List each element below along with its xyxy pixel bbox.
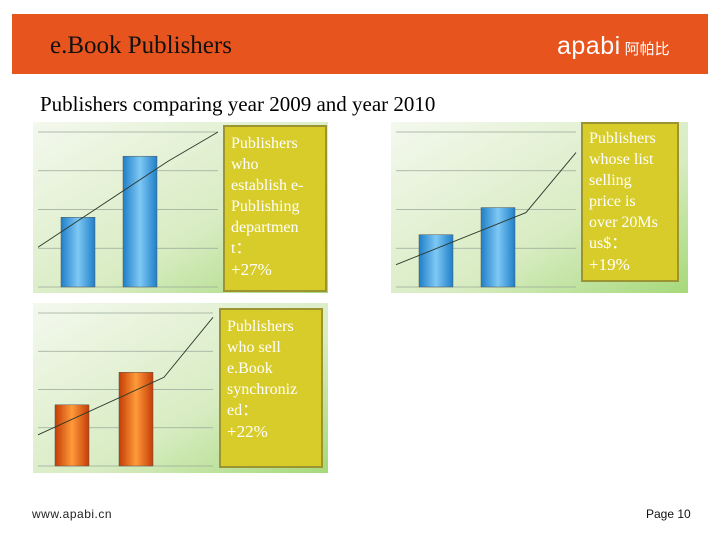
trend-line xyxy=(395,152,577,266)
annotation-callout: Publishers whose list selling price is o… xyxy=(581,122,679,282)
footer-url: www.apabi.cn xyxy=(32,507,113,521)
annotation-value: +27% xyxy=(231,260,272,279)
annotation-line: selling xyxy=(589,172,632,189)
header-bar: e.Book Publishers apabi 阿帕比 xyxy=(12,14,708,74)
bar-2009 xyxy=(54,404,90,467)
annotation-value: +19% xyxy=(589,255,630,274)
annotation-value: +22% xyxy=(227,422,268,441)
trend-line xyxy=(37,317,214,436)
logo-text: apabi xyxy=(557,32,621,60)
annotation-line: Publishers xyxy=(589,130,656,147)
bar-2010 xyxy=(118,372,154,467)
annotation-callout: Publishers who sell e.Book synchroniz ed… xyxy=(219,308,323,468)
annotation-line: us$： xyxy=(589,235,628,252)
annotation-line: Publishers xyxy=(227,318,294,335)
slide-subtitle: Publishers comparing year 2009 and year … xyxy=(40,92,436,116)
annotation-line: Publishing xyxy=(231,198,300,215)
apabi-logo: apabi 阿帕比 xyxy=(557,32,670,61)
annotation-line: who sell xyxy=(227,339,281,356)
page-label: Page xyxy=(646,507,675,521)
bar-2009 xyxy=(60,217,96,288)
annotation-line: whose list xyxy=(589,151,654,168)
page-number-value: 10 xyxy=(677,507,691,521)
chart-panel-establish-epublishing: Publishers who establish e- Publishing d… xyxy=(33,122,328,293)
annotation-line: e.Book xyxy=(227,360,273,377)
annotation-line: over 20Ms xyxy=(589,214,658,231)
chart-panel-list-price: Publishers whose list selling price is o… xyxy=(391,122,688,293)
annotation-line: establish e- xyxy=(231,177,304,194)
annotation-line: synchroniz xyxy=(227,381,298,398)
bar-2010 xyxy=(480,207,516,288)
logo-chinese-text: 阿帕比 xyxy=(624,40,670,58)
annotation-line: price is xyxy=(589,193,636,210)
annotation-line: Publishers xyxy=(231,135,298,152)
bar-2009 xyxy=(418,234,454,288)
chart-panel-synchronized: Publishers who sell e.Book synchroniz ed… xyxy=(33,303,328,473)
annotation-line: ed： xyxy=(227,402,259,419)
annotation-line: t： xyxy=(231,240,252,257)
annotation-line: who xyxy=(231,156,259,173)
trend-line xyxy=(37,131,219,248)
bar-2010 xyxy=(122,155,158,288)
annotation-line: departmen xyxy=(231,219,299,236)
annotation-callout: Publishers who establish e- Publishing d… xyxy=(223,125,327,292)
page-title: e.Book Publishers xyxy=(50,32,232,59)
page-number: Page 10 xyxy=(646,507,691,521)
